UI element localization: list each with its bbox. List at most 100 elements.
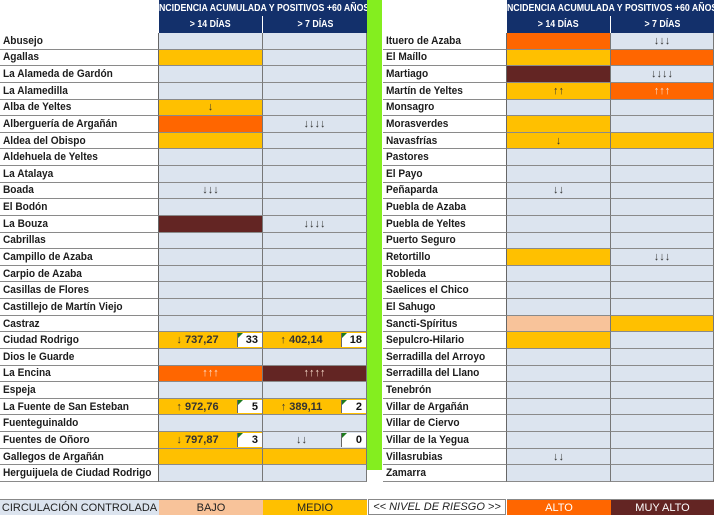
risk-cell-7d xyxy=(611,215,714,233)
risk-cell-14d xyxy=(159,299,263,316)
trend-value: ↓ 797,87 xyxy=(176,433,219,446)
municipality-label: Villar de Ciervo xyxy=(386,417,460,430)
municipality-name: Martiago xyxy=(383,66,507,83)
risk-cell-7d xyxy=(611,199,714,216)
municipality-label: Serradilla del Arroyo xyxy=(386,350,486,363)
municipality-label: Puebla de Yeltes xyxy=(386,217,466,230)
risk-cell-7d xyxy=(611,415,714,433)
risk-cell-14d: ↓↓ xyxy=(507,448,611,466)
risk-cell-7d xyxy=(263,299,367,316)
risk-cell-14d: ↓ xyxy=(507,132,611,150)
risk-cell-14d xyxy=(159,348,263,366)
trend-value: ↑↑↑↑ xyxy=(303,367,326,380)
legend-muy-alto: MUY ALTO xyxy=(611,499,714,515)
municipality-label: Castraz xyxy=(3,317,40,330)
risk-cell-7d xyxy=(611,49,714,67)
risk-cell-7d xyxy=(611,232,714,250)
risk-cell-14d: ↓ xyxy=(159,99,263,117)
risk-cell-14d: ↑↑↑ xyxy=(159,365,263,383)
municipality-label: Zamarra xyxy=(386,467,426,480)
municipality-label: Campillo de Azaba xyxy=(3,251,93,263)
risk-cell-7d xyxy=(611,265,714,283)
risk-cell-14d xyxy=(159,415,263,433)
legend-controlled: CIRCULACIÓN CONTROLADA xyxy=(0,499,159,515)
risk-cell-14d xyxy=(507,365,611,383)
positives-count: 33 xyxy=(237,333,262,347)
risk-cell-14d xyxy=(507,398,611,416)
municipality-name: La Atalaya xyxy=(0,166,159,183)
positives-count: 18 xyxy=(341,333,366,347)
trend-value: ↓ xyxy=(207,101,214,114)
trend-value: ↓↓↓ xyxy=(653,34,671,47)
municipality-name: Robleda xyxy=(383,265,507,283)
risk-cell-7d xyxy=(611,182,714,200)
municipality-name: Fuenteguinaldo xyxy=(0,415,159,433)
municipality-name: Saelices el Chico xyxy=(383,282,507,300)
municipality-label: Peñaparda xyxy=(386,184,438,197)
trend-value: ↓↓ xyxy=(553,450,564,463)
header-title-text: INCIDENCIA ACUMULADA Y POSITIVOS +60 AÑO… xyxy=(507,2,714,14)
municipality-name: Gallegos de Argañán xyxy=(0,448,159,466)
risk-cell-7d xyxy=(263,448,367,466)
risk-cell-14d xyxy=(507,332,611,349)
municipality-name: Ciudad Rodrigo xyxy=(0,332,159,349)
risk-cell-7d xyxy=(611,299,714,316)
risk-cell-7d: ↑↑↑ xyxy=(611,82,714,100)
municipality-name: Aldea del Obispo xyxy=(0,132,159,150)
trend-value: ↓↓↓ xyxy=(653,251,671,263)
risk-cell-14d xyxy=(159,66,263,83)
municipality-name: Zamarra xyxy=(383,465,507,482)
risk-cell-14d xyxy=(507,382,611,399)
municipality-label: Villasrubias xyxy=(386,450,443,463)
risk-cell-7d xyxy=(611,398,714,416)
municipality-label: Puerto Seguro xyxy=(386,234,456,247)
risk-cell-7d xyxy=(263,33,367,50)
municipality-label: Alba de Yeltes xyxy=(3,101,72,114)
legend-nivel: << NIVEL DE RIESGO >> xyxy=(368,499,506,515)
col2-label: > 7 DÍAS xyxy=(297,19,333,30)
municipality-label: Navasfrías xyxy=(386,134,438,147)
municipality-label: Aldehuela de Yeltes xyxy=(3,151,98,164)
risk-cell-14d xyxy=(507,465,611,482)
risk-cell-14d xyxy=(507,415,611,433)
risk-cell-7d xyxy=(611,166,714,183)
municipality-name: Villar de la Yegua xyxy=(383,432,507,449)
municipality-label: Dios le Guarde xyxy=(3,350,75,363)
risk-cell-14d xyxy=(159,215,263,233)
municipality-name: La Alameda de Gardón xyxy=(0,66,159,83)
risk-cell-14d xyxy=(159,116,263,133)
risk-cell-7d: ↑↑↑↑ xyxy=(263,365,367,383)
risk-cell-7d: ↑ 402,14 18 xyxy=(263,332,367,349)
positives-count: 3 xyxy=(237,433,262,447)
municipality-label: Robleda xyxy=(386,267,426,280)
risk-cell-7d xyxy=(611,348,714,366)
risk-cell-14d xyxy=(159,315,263,333)
risk-cell-14d: ↓ 737,27 33 xyxy=(159,332,263,349)
municipality-name: Serradilla del Arroyo xyxy=(383,348,507,366)
municipality-name: Aldehuela de Yeltes xyxy=(0,149,159,167)
risk-cell-14d xyxy=(507,432,611,449)
risk-cell-14d xyxy=(159,448,263,466)
municipality-label: Martín de Yeltes xyxy=(386,84,463,97)
municipality-name: Castillejo de Martín Viejo xyxy=(0,299,159,316)
divider-bar xyxy=(367,0,382,470)
trend-value: ↑ 389,11 xyxy=(280,400,323,413)
trend-value: ↓↓↓ xyxy=(202,184,219,197)
municipality-name: Retortillo xyxy=(383,249,507,266)
risk-cell-7d: ↓↓↓↓ xyxy=(611,66,714,83)
municipality-name: La Alamedilla xyxy=(0,82,159,100)
legend-controlled-label: CIRCULACIÓN CONTROLADA xyxy=(1,501,158,514)
municipality-label: El Payo xyxy=(386,167,423,180)
header-title-left: INCIDENCIA ACUMULADA Y POSITIVOS +60 AÑO… xyxy=(159,0,367,16)
col1-label: > 14 DÍAS xyxy=(190,19,231,30)
risk-cell-7d: ↓↓ 0 xyxy=(263,432,367,449)
risk-cell-14d xyxy=(507,348,611,366)
municipality-name: Martín de Yeltes xyxy=(383,82,507,100)
risk-cell-7d xyxy=(611,432,714,449)
risk-cell-7d xyxy=(263,315,367,333)
municipality-label: Cabrillas xyxy=(3,234,46,247)
risk-cell-14d xyxy=(507,49,611,67)
risk-cell-14d xyxy=(159,199,263,216)
municipality-label: Pastores xyxy=(386,151,429,164)
municipality-name: Tenebrón xyxy=(383,382,507,399)
